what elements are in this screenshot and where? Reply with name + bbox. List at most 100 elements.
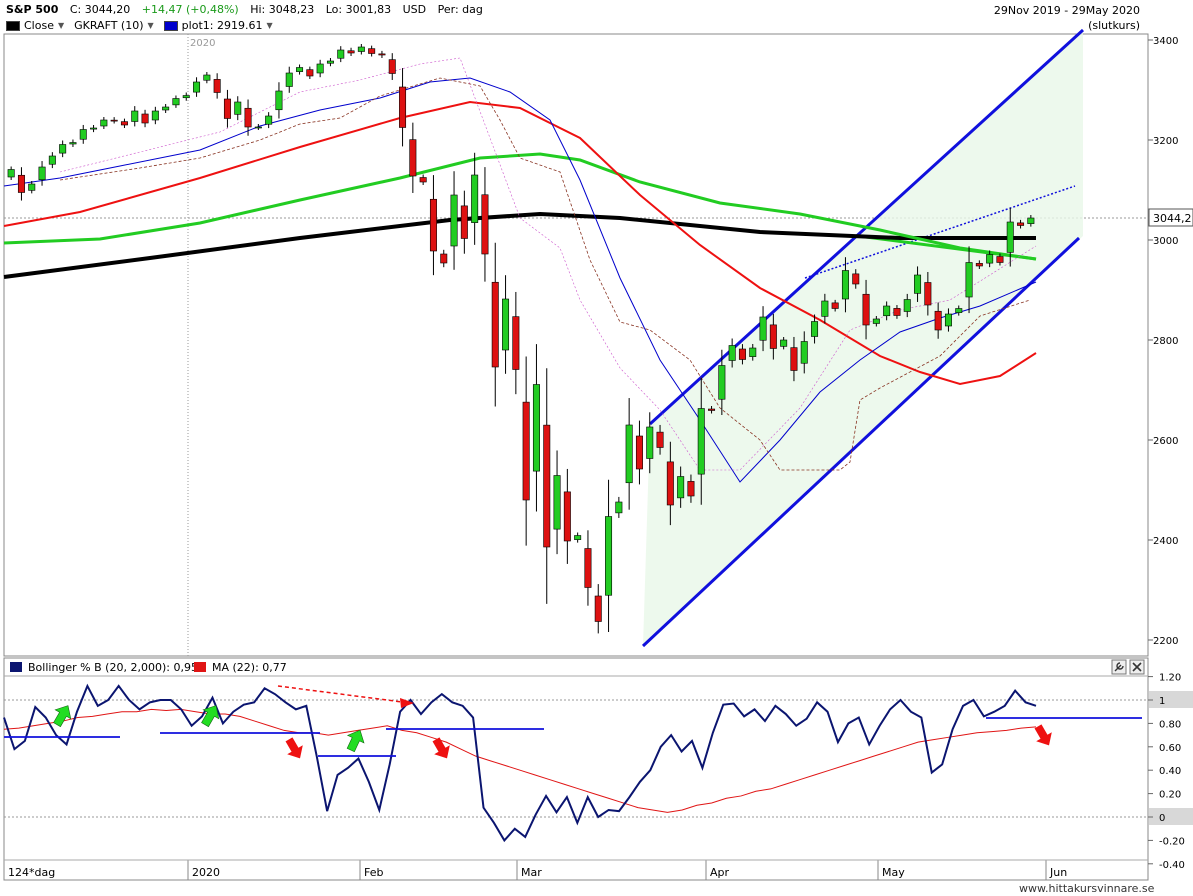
watermark: www.hittakursvinnare.se: [1019, 882, 1155, 895]
indicator-tick-label: 0.40: [1159, 766, 1181, 777]
candle-up: [59, 144, 67, 154]
candle-down: [852, 273, 860, 285]
candle-up: [316, 63, 324, 74]
candle-up: [7, 169, 15, 178]
indicator-tick-label: 0: [1159, 813, 1165, 824]
month-label: Feb: [364, 866, 383, 879]
ma-50-line: [3, 152, 1037, 261]
ma-20-line: [3, 77, 1037, 483]
candle-down: [996, 256, 1004, 263]
candle-down: [440, 253, 448, 264]
legend-bar: Close ▼ GKRAFT (10) ▼ plot1: 2919.61 ▼: [6, 19, 283, 32]
candle-down: [594, 595, 602, 622]
arrow-down-icon: [285, 737, 303, 759]
candle-up: [800, 341, 808, 364]
arrow-head-icon: [400, 698, 414, 708]
candle-down: [769, 324, 777, 349]
ma-legend[interactable]: MA (22): 0,77: [212, 661, 287, 674]
ma-200-line: [3, 211, 1036, 279]
candle-up: [1027, 217, 1035, 224]
currency: USD: [402, 3, 427, 16]
candle-down: [1017, 222, 1025, 226]
candle-up: [69, 142, 77, 145]
last-price-box: [1148, 208, 1193, 227]
candle-down: [862, 293, 870, 326]
low-value: Lo: 3001,83: [325, 3, 392, 16]
month-label: Mar: [521, 866, 542, 879]
candle-down: [893, 308, 901, 316]
candle-up: [502, 298, 510, 351]
candle-up: [780, 339, 788, 347]
candle-down: [306, 69, 314, 77]
candle-up: [450, 194, 458, 247]
quote-summary: S&P 500 C: 3044,20 +14,47 (+0,48%) Hi: 3…: [6, 3, 491, 16]
indicator-tick-label: -0.20: [1159, 836, 1185, 847]
candle-down: [110, 119, 118, 122]
month-label: Jun: [1049, 866, 1067, 879]
candle-up: [193, 81, 201, 93]
candle-down: [460, 205, 468, 239]
candle-down: [491, 281, 499, 368]
candle-up: [471, 174, 479, 223]
ma-color-swatch: [194, 662, 206, 672]
price-tick-label: 3200: [1153, 136, 1178, 147]
candle-up: [234, 101, 242, 115]
bollinger-line: [3, 683, 1037, 843]
candle-up: [718, 365, 726, 400]
candle-down: [708, 408, 716, 411]
close-value: C: 3044,20: [69, 3, 131, 16]
candle-down: [347, 50, 355, 54]
close-icon[interactable]: [1129, 659, 1145, 675]
candle-down: [934, 310, 942, 331]
candle-up: [615, 501, 623, 514]
last-price-label: 3044,2: [1153, 212, 1192, 225]
candle-up: [357, 46, 365, 52]
candle-up: [965, 262, 973, 298]
candle-up: [759, 316, 767, 341]
candle-up: [955, 308, 963, 313]
indicator-tick-label: 0.20: [1159, 790, 1181, 801]
chart-header: S&P 500 C: 3044,20 +14,47 (+0,48%) Hi: 3…: [0, 0, 1148, 34]
candle-down: [223, 98, 231, 119]
legend-plot1[interactable]: plot1: 2919.61 ▼: [163, 19, 273, 32]
candle-up: [162, 106, 170, 111]
arrow-down-icon: [432, 737, 450, 759]
indicator-tick-label: 0.80: [1159, 719, 1181, 730]
symbol-name[interactable]: S&P 500: [6, 3, 59, 16]
legend-gkraft[interactable]: GKRAFT (10) ▼: [74, 19, 154, 32]
candle-up: [872, 318, 880, 324]
candle-up: [38, 166, 46, 181]
candle-down: [378, 53, 386, 56]
price-tick-label: 2400: [1153, 536, 1178, 547]
price-tick-label: 3000: [1153, 236, 1178, 247]
chevron-down-icon[interactable]: ▼: [266, 21, 273, 30]
arrow-up-icon: [201, 705, 220, 728]
candle-down: [399, 86, 407, 128]
candle-up: [605, 516, 613, 596]
month-label: 2020: [192, 866, 220, 879]
candle-down: [543, 424, 551, 548]
candle-up: [90, 127, 98, 130]
candle-down: [831, 302, 839, 309]
candle-down: [790, 347, 798, 371]
chevron-down-icon[interactable]: ▼: [57, 21, 65, 30]
bollinger-legend[interactable]: Bollinger % B (20, 2,000): 0,95: [28, 661, 198, 674]
indicator-tick-label: 1.20: [1159, 673, 1181, 684]
legend-close[interactable]: Close ▼: [6, 19, 64, 32]
candle-down: [584, 548, 592, 588]
price-tick-label: 3400: [1153, 36, 1178, 47]
chevron-down-icon[interactable]: ▼: [147, 21, 154, 30]
wrench-icon[interactable]: [1111, 659, 1127, 675]
candle-up: [182, 95, 190, 99]
candle-down: [388, 59, 396, 74]
ma-indicator-line: [3, 708, 1037, 813]
candle-down: [409, 139, 417, 177]
price-tick-label: 2200: [1153, 636, 1178, 647]
period[interactable]: Per: dag: [437, 3, 483, 16]
candle-down: [429, 198, 437, 252]
price-tick-label: 2800: [1153, 336, 1178, 347]
candle-up: [1006, 221, 1014, 253]
candle-up: [728, 345, 736, 361]
ma-red-line: [3, 100, 1037, 386]
